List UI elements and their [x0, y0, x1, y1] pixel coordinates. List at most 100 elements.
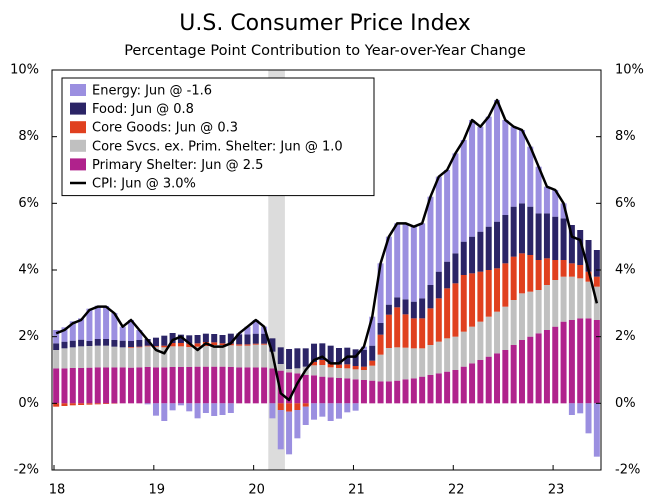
- bar-segment: [286, 349, 293, 369]
- bar-segment: [227, 403, 234, 413]
- bar-segment: [103, 345, 110, 368]
- bar-segment: [319, 376, 326, 404]
- y-tick-label: 0%: [18, 396, 39, 411]
- bar-segment: [593, 286, 600, 320]
- bar-segment: [119, 347, 126, 368]
- bar-segment: [427, 196, 434, 285]
- bar-segment: [460, 331, 467, 367]
- legend-label: Primary Shelter: Jun @ 2.5: [92, 158, 263, 173]
- bar-segment: [319, 360, 326, 365]
- bar-segment: [78, 318, 85, 340]
- bar-segment: [169, 346, 176, 367]
- bar-segment: [344, 364, 351, 369]
- bar-segment: [552, 280, 559, 327]
- bar-segment: [402, 314, 409, 348]
- bar-segment: [394, 347, 401, 381]
- bar-segment: [410, 378, 417, 404]
- bar-segment: [111, 313, 118, 340]
- bar-segment: [402, 299, 409, 315]
- bar-segment: [319, 403, 326, 417]
- bar-segment: [369, 365, 376, 381]
- bar-segment: [335, 348, 342, 365]
- y-tick-label: 4%: [18, 263, 39, 278]
- bar-segment: [277, 364, 284, 371]
- bar-segment: [444, 338, 451, 372]
- bar-segment: [360, 350, 367, 367]
- bar-segment: [327, 345, 334, 364]
- bar-segment: [294, 373, 301, 404]
- bar-segment: [510, 126, 517, 207]
- bar-segment: [61, 341, 68, 349]
- bar-segment: [194, 403, 201, 419]
- bar-segment: [535, 290, 542, 334]
- bar-segment: [252, 333, 259, 344]
- bar-segment: [469, 326, 476, 364]
- bar-segment: [194, 346, 201, 367]
- bar-segment: [94, 367, 101, 404]
- bar-segment: [177, 346, 184, 367]
- bar-segment: [477, 271, 484, 322]
- y2-tick-label: 10%: [615, 63, 644, 78]
- bar-segment: [385, 236, 392, 305]
- bar-segment: [211, 342, 218, 345]
- bar-segment: [186, 335, 193, 344]
- bar-segment: [410, 348, 417, 379]
- bar-segment: [352, 369, 359, 380]
- bar-segment: [252, 320, 259, 334]
- bar-segment: [236, 334, 243, 345]
- bar-segment: [244, 326, 251, 335]
- legend-swatch: [70, 121, 86, 134]
- bar-segment: [86, 367, 93, 404]
- bar-segment: [177, 334, 184, 343]
- bar-segment: [385, 348, 392, 382]
- bar-segment: [568, 403, 575, 415]
- bar-segment: [286, 372, 293, 404]
- bar-segment: [444, 371, 451, 404]
- bar-segment: [502, 350, 509, 404]
- bar-segment: [560, 321, 567, 404]
- bar-segment: [311, 365, 318, 376]
- bar-segment: [477, 321, 484, 360]
- bar-segment: [219, 366, 226, 404]
- bar-segment: [335, 364, 342, 368]
- bar-segment: [527, 255, 534, 292]
- bar-segment: [360, 380, 367, 404]
- bar-segment: [535, 260, 542, 290]
- bar-segment: [144, 403, 151, 405]
- bar-segment: [236, 344, 243, 346]
- bar-segment: [294, 410, 301, 439]
- bar-segment: [510, 300, 517, 345]
- bar-segment: [111, 367, 118, 404]
- y2-tick-label: 8%: [615, 129, 636, 144]
- bar-segment: [552, 260, 559, 280]
- bar-segment: [502, 263, 509, 307]
- bar-segment: [269, 338, 276, 352]
- bar-segment: [494, 268, 501, 312]
- bar-segment: [410, 301, 417, 319]
- bar-segment: [252, 367, 259, 404]
- y-tick-label: 8%: [18, 129, 39, 144]
- bar-segment: [369, 360, 376, 366]
- bar-segment: [543, 330, 550, 404]
- bar-segment: [86, 308, 93, 341]
- bar-segment: [460, 275, 467, 332]
- bar-segment: [427, 285, 434, 309]
- bar-segment: [385, 314, 392, 348]
- bar-segment: [128, 347, 135, 368]
- bar-segment: [419, 348, 426, 377]
- bar-segment: [244, 367, 251, 404]
- bar-segment: [144, 367, 151, 404]
- bar-segment: [261, 333, 268, 344]
- bar-segment: [352, 379, 359, 404]
- y2-tick-label: 2%: [615, 329, 636, 344]
- bar-segment: [136, 367, 143, 404]
- bar-segment: [360, 370, 367, 380]
- legend-label: CPI: Jun @ 3.0%: [92, 177, 196, 192]
- bar-segment: [452, 283, 459, 337]
- bar-segment: [144, 346, 151, 367]
- bar-segment: [510, 206, 517, 257]
- bar-segment: [427, 345, 434, 375]
- bar-segment: [527, 206, 534, 255]
- bar-segment: [211, 334, 218, 343]
- bar-segment: [560, 218, 567, 260]
